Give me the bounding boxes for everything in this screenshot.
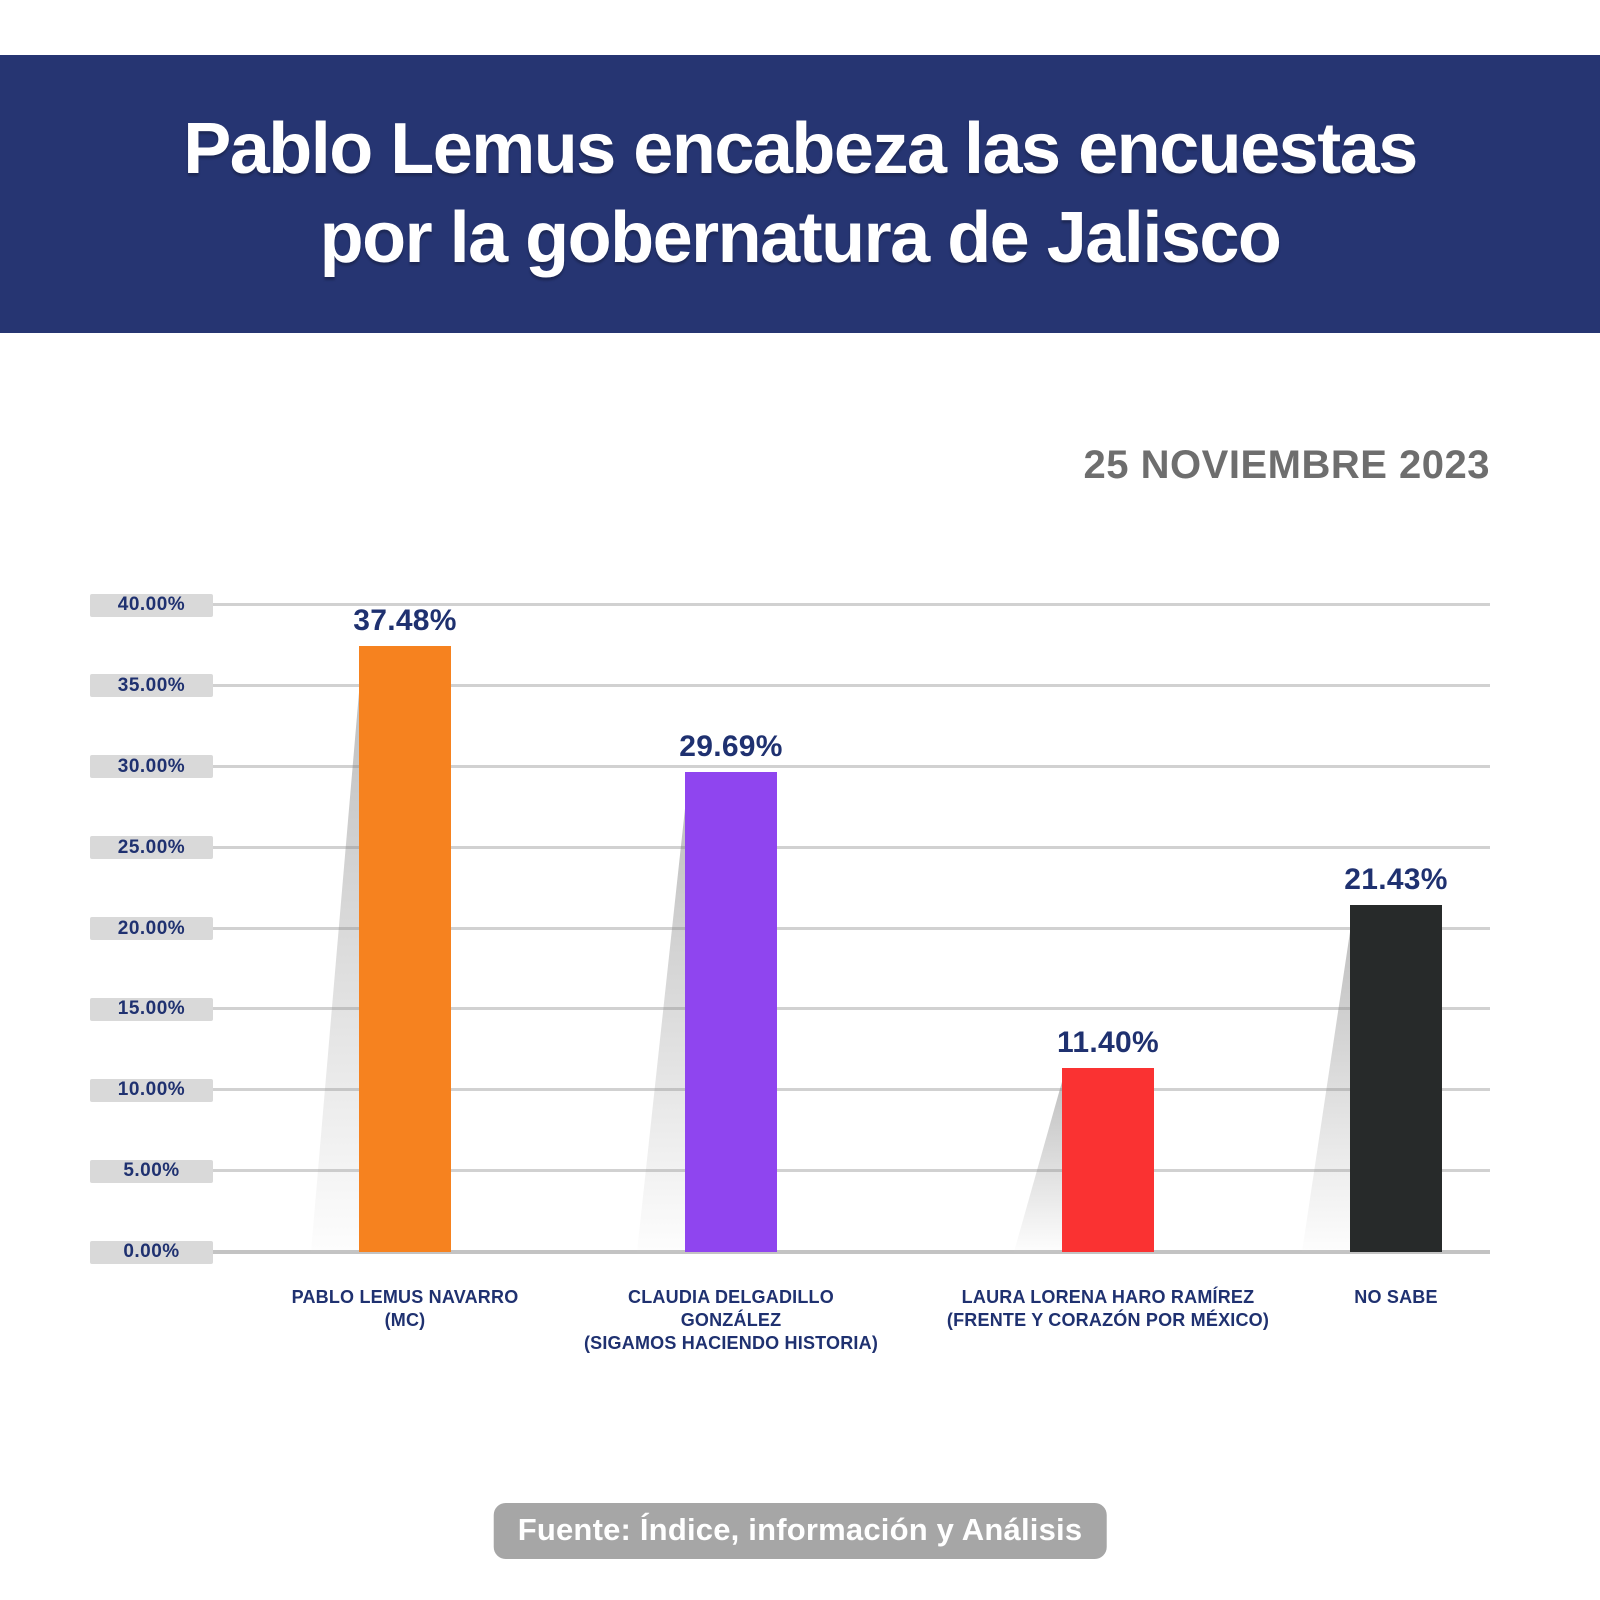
gridline bbox=[213, 926, 1490, 930]
bar bbox=[359, 645, 451, 1252]
date-label: 25 NOVIEMBRE 2023 bbox=[1083, 443, 1490, 487]
bar-value-label: 11.40% bbox=[1057, 1025, 1159, 1059]
header-band: Pablo Lemus encabeza las encuestas por l… bbox=[0, 55, 1600, 333]
gridline bbox=[213, 1007, 1490, 1011]
y-axis-tick: 10.00% bbox=[90, 1078, 213, 1102]
category-label: PABLO LEMUS NAVARRO (MC) bbox=[230, 1286, 580, 1332]
y-axis-tick-label: 20.00% bbox=[117, 917, 186, 939]
y-axis-tick-label: 15.00% bbox=[117, 998, 186, 1020]
y-axis-tick: 0.00% bbox=[90, 1240, 213, 1264]
bar-shadow bbox=[637, 771, 689, 1252]
y-axis-tick-label: 30.00% bbox=[117, 755, 186, 777]
bar bbox=[1062, 1067, 1154, 1252]
category-label-line: (MC) bbox=[384, 1310, 426, 1331]
y-axis-tick-label: 40.00% bbox=[117, 594, 186, 615]
category-label-line: (FRENTE Y CORAZÓN POR MÉXICO) bbox=[946, 1310, 1270, 1331]
gridline bbox=[213, 1169, 1490, 1173]
bar-shadow bbox=[311, 645, 363, 1252]
category-label-line: PABLO LEMUS NAVARRO bbox=[291, 1287, 519, 1307]
category-label-line: (SIGAMOS HACIENDO HISTORIA) bbox=[583, 1333, 879, 1354]
y-axis-tick-label: 35.00% bbox=[117, 674, 186, 696]
y-axis-tick: 30.00% bbox=[90, 755, 213, 779]
bar-value-label: 21.43% bbox=[1344, 863, 1448, 897]
gridline bbox=[213, 603, 1490, 606]
category-label: CLAUDIA DELGADILLO GONZÁLEZ (SIGAMOS HACIE… bbox=[556, 1286, 906, 1355]
bar-value-label: 29.69% bbox=[679, 729, 783, 763]
gridline bbox=[213, 845, 1490, 849]
category-label-line: CLAUDIA DELGADILLO bbox=[628, 1287, 834, 1307]
y-axis-tick: 15.00% bbox=[90, 997, 213, 1021]
category-label: LAURA LORENA HARO RAMÍREZ (FRENTE Y CORAZ… bbox=[933, 1286, 1283, 1332]
source-pill: Fuente: Índice, información y Análisis bbox=[493, 1503, 1107, 1559]
bar bbox=[685, 771, 777, 1252]
gridline bbox=[213, 1088, 1490, 1092]
y-axis-tick-label: 5.00% bbox=[123, 1160, 180, 1182]
page-title-line-2: por la gobernatura de Jalisco bbox=[319, 198, 1282, 278]
y-axis-tick-label: 25.00% bbox=[117, 836, 186, 858]
gridline bbox=[213, 764, 1490, 768]
category-label: NO SABE bbox=[1221, 1286, 1571, 1309]
category-label-line: GONZÁLEZ bbox=[680, 1310, 782, 1331]
page-title-line-1: Pablo Lemus encabeza las encuestas bbox=[183, 109, 1418, 190]
y-axis-tick: 5.00% bbox=[90, 1159, 213, 1183]
category-label-line: NO SABE bbox=[1354, 1287, 1438, 1307]
y-axis-tick: 40.00% bbox=[90, 593, 213, 617]
category-label-line: LAURA LORENA HARO RAMÍREZ bbox=[961, 1287, 1255, 1307]
bar-value-label: 37.48% bbox=[353, 603, 457, 637]
y-axis-tick: 35.00% bbox=[90, 674, 213, 698]
x-axis-line bbox=[213, 1250, 1490, 1254]
y-axis-tick: 25.00% bbox=[90, 836, 213, 860]
bar-shadow bbox=[1302, 905, 1354, 1252]
bar-shadow bbox=[1014, 1067, 1066, 1252]
gridline bbox=[213, 683, 1490, 687]
y-axis-tick-label: 0.00% bbox=[123, 1241, 180, 1262]
y-axis-tick-label: 10.00% bbox=[117, 1079, 186, 1101]
y-axis-tick: 20.00% bbox=[90, 917, 213, 940]
source-label: Fuente: Índice, información y Análisis bbox=[517, 1512, 1083, 1547]
bar bbox=[1350, 905, 1442, 1252]
